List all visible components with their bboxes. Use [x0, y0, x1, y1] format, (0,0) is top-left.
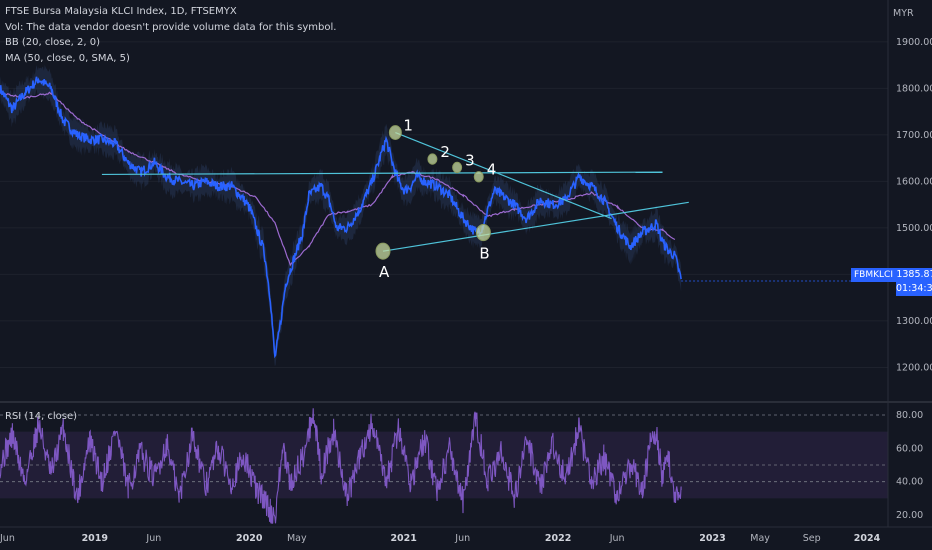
trendlines	[101, 132, 689, 252]
rsi-pane: 20.00 40.00 60.00 80.00	[0, 408, 923, 525]
trendline	[395, 132, 612, 220]
time-tick-label: Jun	[145, 533, 161, 544]
pivot-label: B	[479, 245, 489, 263]
pivot-label: 2	[440, 143, 450, 161]
pivot-marker	[388, 125, 402, 140]
pivot-marker	[473, 171, 484, 183]
time-tick-label: Jun	[454, 533, 470, 544]
time-tick-label: 2024	[854, 533, 881, 544]
pivot-marker	[375, 242, 391, 260]
time-tick-label: 2019	[82, 533, 108, 544]
time-tick-label: Jun	[609, 533, 625, 544]
trendline	[382, 201, 689, 252]
last-price-tag: FBMKLCI 1385.87 01:34:38	[851, 268, 932, 296]
price-tick-label: 1600.00	[896, 176, 932, 187]
pivot-label: 4	[487, 161, 497, 179]
time-axis[interactable]: Jun 2019 Jun 2020 May 2021 Jun 2022 Jun 2023 May Se…	[0, 533, 881, 544]
pivot-marker	[452, 161, 463, 174]
bar-countdown: 01:34:38	[895, 283, 932, 294]
price-line	[0, 76, 682, 359]
price-tick-label: 1300.00	[896, 316, 932, 327]
bollinger-band	[0, 64, 682, 367]
rsi-tick-label: 20.00	[896, 510, 923, 521]
time-tick-label: 2022	[545, 533, 571, 544]
price-tick-label: 1900.00	[896, 37, 932, 48]
pivot-marker	[475, 224, 491, 242]
pivot-label: A	[379, 263, 390, 281]
currency-label: MYR	[893, 8, 914, 19]
rsi-tick-label: 60.00	[896, 443, 923, 454]
price-tick-label: 1200.00	[896, 362, 932, 373]
time-tick-label: 2021	[390, 533, 416, 544]
pivot-label: 1	[403, 117, 413, 135]
last-price: 1385.87	[896, 269, 932, 280]
time-tick-label: 2020	[236, 533, 263, 544]
time-tick-label: May	[750, 533, 770, 544]
time-tick-label: Jun	[0, 533, 15, 544]
price-axis[interactable]: 1200.001300.001400.001500.001600.001700.…	[896, 37, 932, 374]
price-tick-label: 1700.00	[896, 130, 932, 141]
time-tick-label: May	[287, 533, 307, 544]
symbol-tag: FBMKLCI	[851, 268, 896, 282]
trendline	[101, 171, 663, 176]
annotation-markers: A B 1 2 34	[375, 117, 497, 281]
price-value-box: 1385.87 01:34:38	[895, 268, 932, 296]
rsi-tick-label: 40.00	[896, 477, 923, 488]
price-tick-label: 1800.00	[896, 83, 932, 94]
rsi-tick-label: 80.00	[896, 410, 923, 421]
time-tick-label: 2023	[699, 533, 725, 544]
rsi-axis[interactable]: 20.00 40.00 60.00 80.00	[896, 410, 923, 521]
rsi-indicator-label[interactable]: RSI (14, close)	[5, 411, 78, 422]
pivot-marker	[427, 153, 438, 165]
price-gridlines	[0, 41, 888, 368]
rsi-line	[0, 408, 682, 525]
price-tick-label: 1500.00	[896, 223, 932, 234]
pivot-label: 3	[465, 151, 475, 169]
time-tick-label: Sep	[803, 533, 821, 544]
